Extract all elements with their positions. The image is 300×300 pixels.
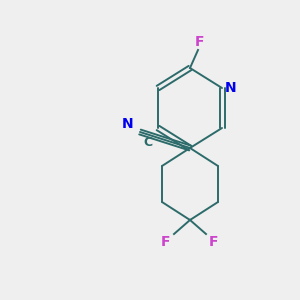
- Text: F: F: [161, 235, 171, 249]
- Text: N: N: [225, 81, 237, 95]
- Text: N: N: [122, 117, 134, 131]
- Text: C: C: [143, 136, 153, 148]
- Text: F: F: [195, 35, 205, 49]
- Text: F: F: [209, 235, 219, 249]
